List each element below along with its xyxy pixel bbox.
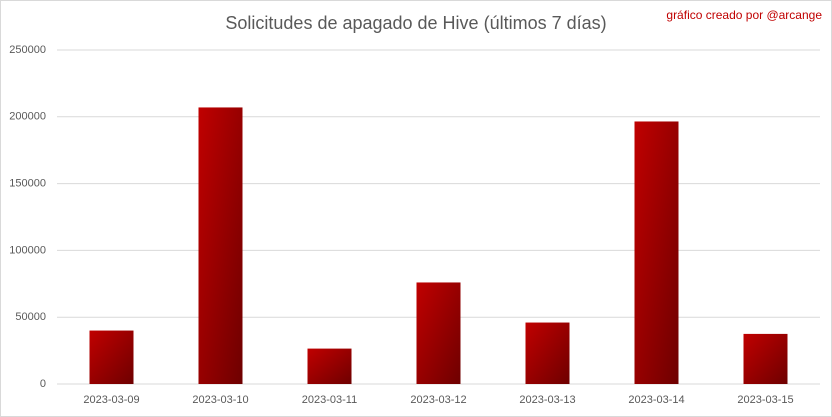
bar: [525, 322, 570, 384]
y-tick-label: 150000: [9, 178, 46, 190]
y-tick-label: 250000: [9, 44, 46, 56]
bar: [634, 121, 679, 384]
bar: [198, 107, 243, 384]
x-tick-label: 2023-03-10: [192, 394, 248, 406]
y-tick-label: 200000: [9, 111, 46, 123]
bar: [743, 333, 788, 384]
y-tick-label: 50000: [15, 311, 46, 323]
x-tick-label: 2023-03-13: [519, 394, 575, 406]
bar: [89, 330, 134, 384]
x-tick-label: 2023-03-09: [83, 394, 139, 406]
y-tick-label: 100000: [9, 244, 46, 256]
x-tick-label: 2023-03-15: [737, 394, 793, 406]
annotation: gráfico creado por @arcange: [666, 8, 822, 22]
x-tick-label: 2023-03-11: [302, 394, 357, 406]
bar: [416, 282, 461, 384]
bar: [307, 348, 352, 384]
x-tick-label: 2023-03-12: [410, 394, 466, 406]
chart-title: Solicitudes de apagado de Hive (últimos …: [225, 13, 606, 33]
x-tick-label: 2023-03-14: [628, 394, 684, 406]
y-tick-label: 0: [40, 378, 46, 390]
